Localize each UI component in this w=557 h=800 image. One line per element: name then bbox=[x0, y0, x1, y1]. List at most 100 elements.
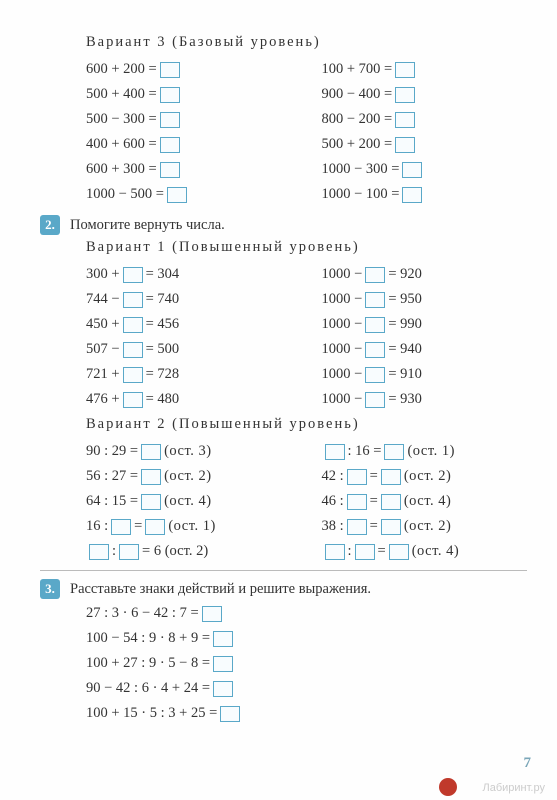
problem-row: 100 − 54 : 9 · 8 + 9 = bbox=[86, 626, 527, 651]
expr-pre: 1000 − bbox=[322, 341, 363, 358]
problem-row: 64 : 15 = (ост. 4) bbox=[86, 489, 292, 514]
expr-pre: 744 − bbox=[86, 291, 120, 308]
expr-pre: 721 + bbox=[86, 366, 120, 383]
answer-box bbox=[395, 62, 415, 78]
answer-box bbox=[365, 342, 385, 358]
expr-post: = 456 bbox=[146, 316, 180, 333]
problem-row: 507 − = 500 bbox=[86, 337, 292, 362]
expression: 1000 − 500 = bbox=[86, 186, 164, 203]
answer-box bbox=[365, 267, 385, 283]
expr-post: = 728 bbox=[146, 366, 180, 383]
problem-row: 100 + 15 · 5 : 3 + 25 = bbox=[86, 701, 527, 726]
task3-problems: 27 : 3 · 6 − 42 : 7 = 100 − 54 : 9 · 8 +… bbox=[86, 601, 527, 726]
problem-row: 1000 − = 920 bbox=[322, 262, 528, 287]
expr-pre: 1000 − bbox=[322, 366, 363, 383]
expression: 27 : 3 · 6 − 42 : 7 = bbox=[86, 605, 199, 622]
problem-row: 1000 − 300 = bbox=[322, 157, 528, 182]
problem-row: : = 6 (ост. 2) bbox=[86, 539, 292, 564]
problem-row: 1000 − = 910 bbox=[322, 362, 528, 387]
expression: 90 − 42 : 6 · 4 + 24 = bbox=[86, 680, 210, 697]
task2-v2-problems: 90 : 29 = (ост. 3)56 : 27 = (ост. 2)64 :… bbox=[86, 439, 527, 564]
problem-row: 100 + 27 : 9 · 5 − 8 = bbox=[86, 651, 527, 676]
expression: 100 + 27 : 9 · 5 − 8 = bbox=[86, 655, 210, 672]
variant1-title: Вариант 1 (Повышенный уровень) bbox=[86, 239, 527, 256]
problem-row: : 16 = (ост. 1) bbox=[322, 439, 528, 464]
answer-box bbox=[160, 137, 180, 153]
expr-pre: 450 + bbox=[86, 316, 120, 333]
problem-row: 500 + 400 = bbox=[86, 82, 292, 107]
problem-row: 90 : 29 = (ост. 3) bbox=[86, 439, 292, 464]
problem-row: 38 : = (ост. 2) bbox=[322, 514, 528, 539]
problem-row: 27 : 3 · 6 − 42 : 7 = bbox=[86, 601, 527, 626]
expr-post: = 304 bbox=[146, 266, 180, 283]
problem-row: 400 + 600 = bbox=[86, 132, 292, 157]
divider bbox=[40, 570, 527, 571]
answer-box bbox=[365, 317, 385, 333]
answer-box bbox=[384, 444, 404, 460]
expr-post: = 500 bbox=[146, 341, 180, 358]
problem-row: 600 + 200 = bbox=[86, 57, 292, 82]
answer-box bbox=[213, 681, 233, 697]
section1-right-col: 100 + 700 = 900 − 400 = 800 − 200 = 500 … bbox=[322, 57, 528, 207]
expression: 600 + 300 = bbox=[86, 161, 157, 178]
answer-box bbox=[381, 494, 401, 510]
answer-box bbox=[347, 494, 367, 510]
answer-box bbox=[141, 444, 161, 460]
answer-box bbox=[123, 292, 143, 308]
task2-v1-left: 300 + = 304744 − = 740450 + = 456507 − =… bbox=[86, 262, 292, 412]
problem-row: 16 : = (ост. 1) bbox=[86, 514, 292, 539]
problem-row: 56 : 27 = (ост. 2) bbox=[86, 464, 292, 489]
answer-box bbox=[395, 112, 415, 128]
expr-post: = 920 bbox=[388, 266, 422, 283]
answer-box bbox=[160, 162, 180, 178]
answer-box bbox=[402, 187, 422, 203]
expr-post: = 940 bbox=[388, 341, 422, 358]
expression: 1000 − 100 = bbox=[322, 186, 400, 203]
answer-box bbox=[325, 544, 345, 560]
answer-box bbox=[123, 342, 143, 358]
answer-box bbox=[213, 656, 233, 672]
expression: 500 + 200 = bbox=[322, 136, 393, 153]
expr-post: = 740 bbox=[146, 291, 180, 308]
expr-post: = 480 bbox=[146, 391, 180, 408]
answer-box bbox=[119, 544, 139, 560]
expression: 1000 − 300 = bbox=[322, 161, 400, 178]
answer-box bbox=[123, 392, 143, 408]
problem-row: 600 + 300 = bbox=[86, 157, 292, 182]
expression: 500 − 300 = bbox=[86, 111, 157, 128]
task2-v1-problems: 300 + = 304744 − = 740450 + = 456507 − =… bbox=[86, 262, 527, 412]
problem-row: 744 − = 740 bbox=[86, 287, 292, 312]
expr-pre: 507 − bbox=[86, 341, 120, 358]
answer-box bbox=[160, 87, 180, 103]
answer-box bbox=[160, 112, 180, 128]
problem-row: 476 + = 480 bbox=[86, 387, 292, 412]
problem-row: 721 + = 728 bbox=[86, 362, 292, 387]
answer-box bbox=[160, 62, 180, 78]
expression: 900 − 400 = bbox=[322, 86, 393, 103]
task3-text: Расставьте знаки действий и решите выраж… bbox=[70, 581, 371, 598]
section1-left-col: 600 + 200 = 500 + 400 = 500 − 300 = 400 … bbox=[86, 57, 292, 207]
expr-pre: 300 + bbox=[86, 266, 120, 283]
task2-header: 2. Помогите вернуть числа. bbox=[40, 215, 527, 235]
answer-box bbox=[381, 519, 401, 535]
expr-post: = 910 bbox=[388, 366, 422, 383]
problem-row: 1000 − 500 = bbox=[86, 182, 292, 207]
expression: 100 + 15 · 5 : 3 + 25 = bbox=[86, 705, 217, 722]
variant2-title: Вариант 2 (Повышенный уровень) bbox=[86, 416, 527, 433]
answer-box bbox=[89, 544, 109, 560]
answer-box bbox=[365, 392, 385, 408]
expr-post: = 930 bbox=[388, 391, 422, 408]
watermark-text: Лабиринт.ру bbox=[483, 782, 546, 794]
expr-pre: 1000 − bbox=[322, 391, 363, 408]
answer-box bbox=[355, 544, 375, 560]
answer-box bbox=[395, 137, 415, 153]
task3-number: 3. bbox=[40, 579, 60, 599]
answer-box bbox=[347, 469, 367, 485]
answer-box bbox=[145, 519, 165, 535]
expr-pre: 476 + bbox=[86, 391, 120, 408]
answer-box bbox=[141, 469, 161, 485]
problem-row: 450 + = 456 bbox=[86, 312, 292, 337]
expr-pre: 1000 − bbox=[322, 316, 363, 333]
answer-box bbox=[167, 187, 187, 203]
expression: 100 + 700 = bbox=[322, 61, 393, 78]
